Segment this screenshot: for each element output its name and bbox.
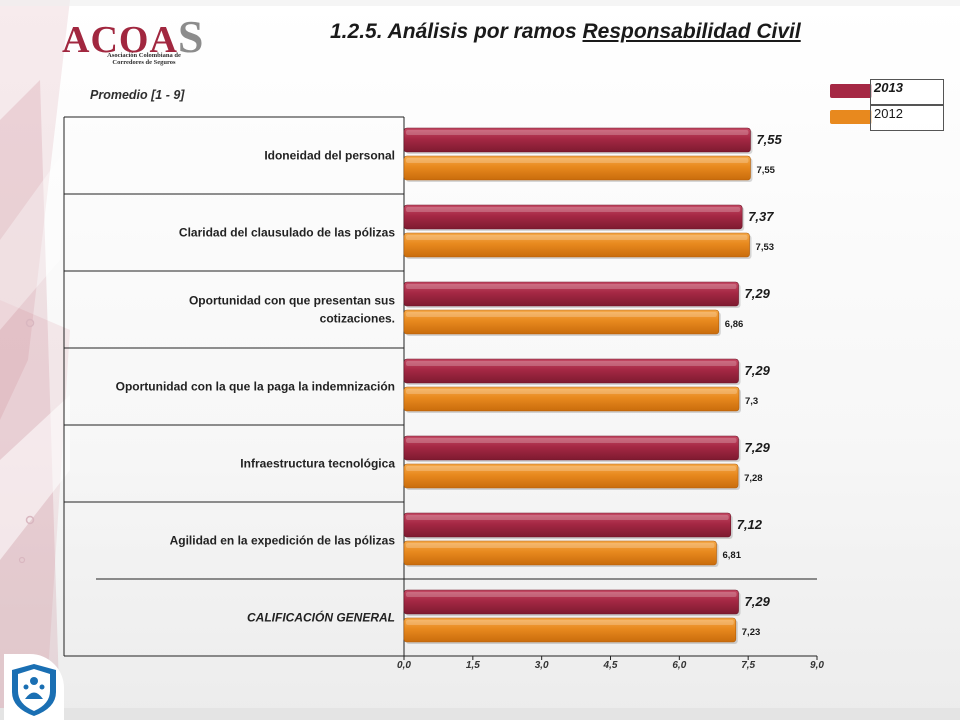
data-label-2012: 7,28 bbox=[744, 473, 763, 484]
page-title-underlined: Responsabilidad Civil bbox=[582, 20, 801, 43]
data-label-2013: 7,55 bbox=[756, 132, 782, 147]
bar-2013-highlight bbox=[406, 361, 737, 366]
chart-legend: 2013 2012 bbox=[830, 79, 944, 131]
bar-2013-highlight bbox=[406, 284, 737, 289]
x-tick-label: 4,5 bbox=[603, 660, 618, 671]
bar-2012 bbox=[403, 540, 717, 566]
chart-subtitle: Promedio [1 - 9] bbox=[90, 88, 185, 102]
bar-2012 bbox=[403, 463, 739, 489]
bar-2012-highlight bbox=[406, 620, 734, 625]
bar-2013-highlight bbox=[406, 515, 729, 520]
bar-2012 bbox=[403, 617, 737, 643]
bar-2013 bbox=[403, 589, 739, 615]
x-tick-label: 0,0 bbox=[397, 660, 411, 671]
x-axis: 0,0 1,5 3,0 4,5 6,0 7,5 9,0 bbox=[397, 117, 824, 671]
category-label: cotizaciones. bbox=[320, 312, 395, 326]
legend-swatch-2013 bbox=[830, 84, 872, 98]
category-label: Infraestructura tecnológica bbox=[240, 457, 395, 471]
bar-2012 bbox=[403, 386, 740, 412]
bar-2012-highlight bbox=[406, 543, 715, 548]
data-label-2013: 7,29 bbox=[745, 363, 771, 378]
bar-2013-highlight bbox=[406, 592, 737, 597]
bar-2013 bbox=[403, 358, 739, 384]
bar-2013-highlight bbox=[406, 438, 737, 443]
legend-label-2013: 2013 bbox=[874, 80, 903, 95]
data-label-2012: 7,55 bbox=[756, 165, 775, 176]
bars: 7,55 7,55 7,37 7,53 7,29 6,86 7,29 7,3 7,29 7,28 7… bbox=[403, 127, 783, 644]
legend-label-2012: 2012 bbox=[874, 106, 903, 121]
bar-2012 bbox=[403, 232, 750, 258]
data-label-2013: 7,29 bbox=[745, 440, 771, 455]
x-tick-label: 7,5 bbox=[741, 660, 755, 671]
bar-2012-highlight bbox=[406, 312, 717, 317]
bar-2012-highlight bbox=[406, 235, 748, 240]
data-label-2012: 6,81 bbox=[723, 550, 742, 561]
badge bbox=[4, 654, 64, 720]
bar-2012 bbox=[403, 155, 751, 181]
category-label: Oportunidad con que presentan sus bbox=[189, 294, 395, 308]
bar-2012 bbox=[403, 309, 720, 335]
page-title: 1.2.5. Análisis por ramos Responsabilida… bbox=[330, 20, 801, 43]
category-label: Oportunidad con la que la paga la indemn… bbox=[116, 380, 395, 394]
category-table: Idoneidad del personal Claridad del claus… bbox=[63, 116, 817, 657]
bar-2013 bbox=[403, 127, 751, 153]
data-label-2012: 7,23 bbox=[742, 627, 761, 638]
bar-2012-highlight bbox=[406, 158, 749, 163]
bar-2012-highlight bbox=[406, 466, 737, 471]
bar-2013-highlight bbox=[406, 207, 741, 212]
category-label: Agilidad en la expedición de las pólizas bbox=[170, 534, 396, 548]
x-tick-label: 1,5 bbox=[466, 660, 480, 671]
data-label-2013: 7,29 bbox=[745, 594, 771, 609]
logo-subtitle: Asociación Colombiana de Corredores de S… bbox=[107, 52, 181, 66]
bar-2013 bbox=[403, 281, 739, 307]
x-tick-label: 3,0 bbox=[535, 660, 549, 671]
data-label-2012: 6,86 bbox=[725, 319, 744, 330]
legend-item-2012: 2012 bbox=[830, 105, 944, 131]
logo-wordmark: ACOAS bbox=[62, 11, 205, 62]
data-label-2013: 7,29 bbox=[745, 286, 771, 301]
legend-swatch-2012 bbox=[830, 110, 872, 124]
bar-2013 bbox=[403, 204, 743, 230]
data-label-2012: 7,3 bbox=[745, 396, 758, 407]
category-label: Claridad del clausulado de las pólizas bbox=[179, 226, 395, 240]
legend-item-2013: 2013 bbox=[830, 79, 944, 105]
data-label-2013: 7,12 bbox=[737, 517, 763, 532]
acoas-logo: ACOAS Asociación Colombiana de Corredore… bbox=[62, 8, 212, 70]
x-tick-label: 6,0 bbox=[672, 660, 686, 671]
category-label: Idoneidad del personal bbox=[264, 149, 395, 163]
bar-2013-highlight bbox=[406, 130, 749, 135]
data-label-2012: 7,53 bbox=[756, 242, 775, 253]
x-tick-label: 9,0 bbox=[810, 660, 824, 671]
category-label: CALIFICACIÓN GENERAL bbox=[247, 610, 395, 625]
data-label-2013: 7,37 bbox=[748, 209, 774, 224]
bar-2012-highlight bbox=[406, 389, 737, 394]
shield-people-icon bbox=[12, 664, 56, 716]
bar-2013 bbox=[403, 512, 732, 538]
bar-2013 bbox=[403, 435, 739, 461]
